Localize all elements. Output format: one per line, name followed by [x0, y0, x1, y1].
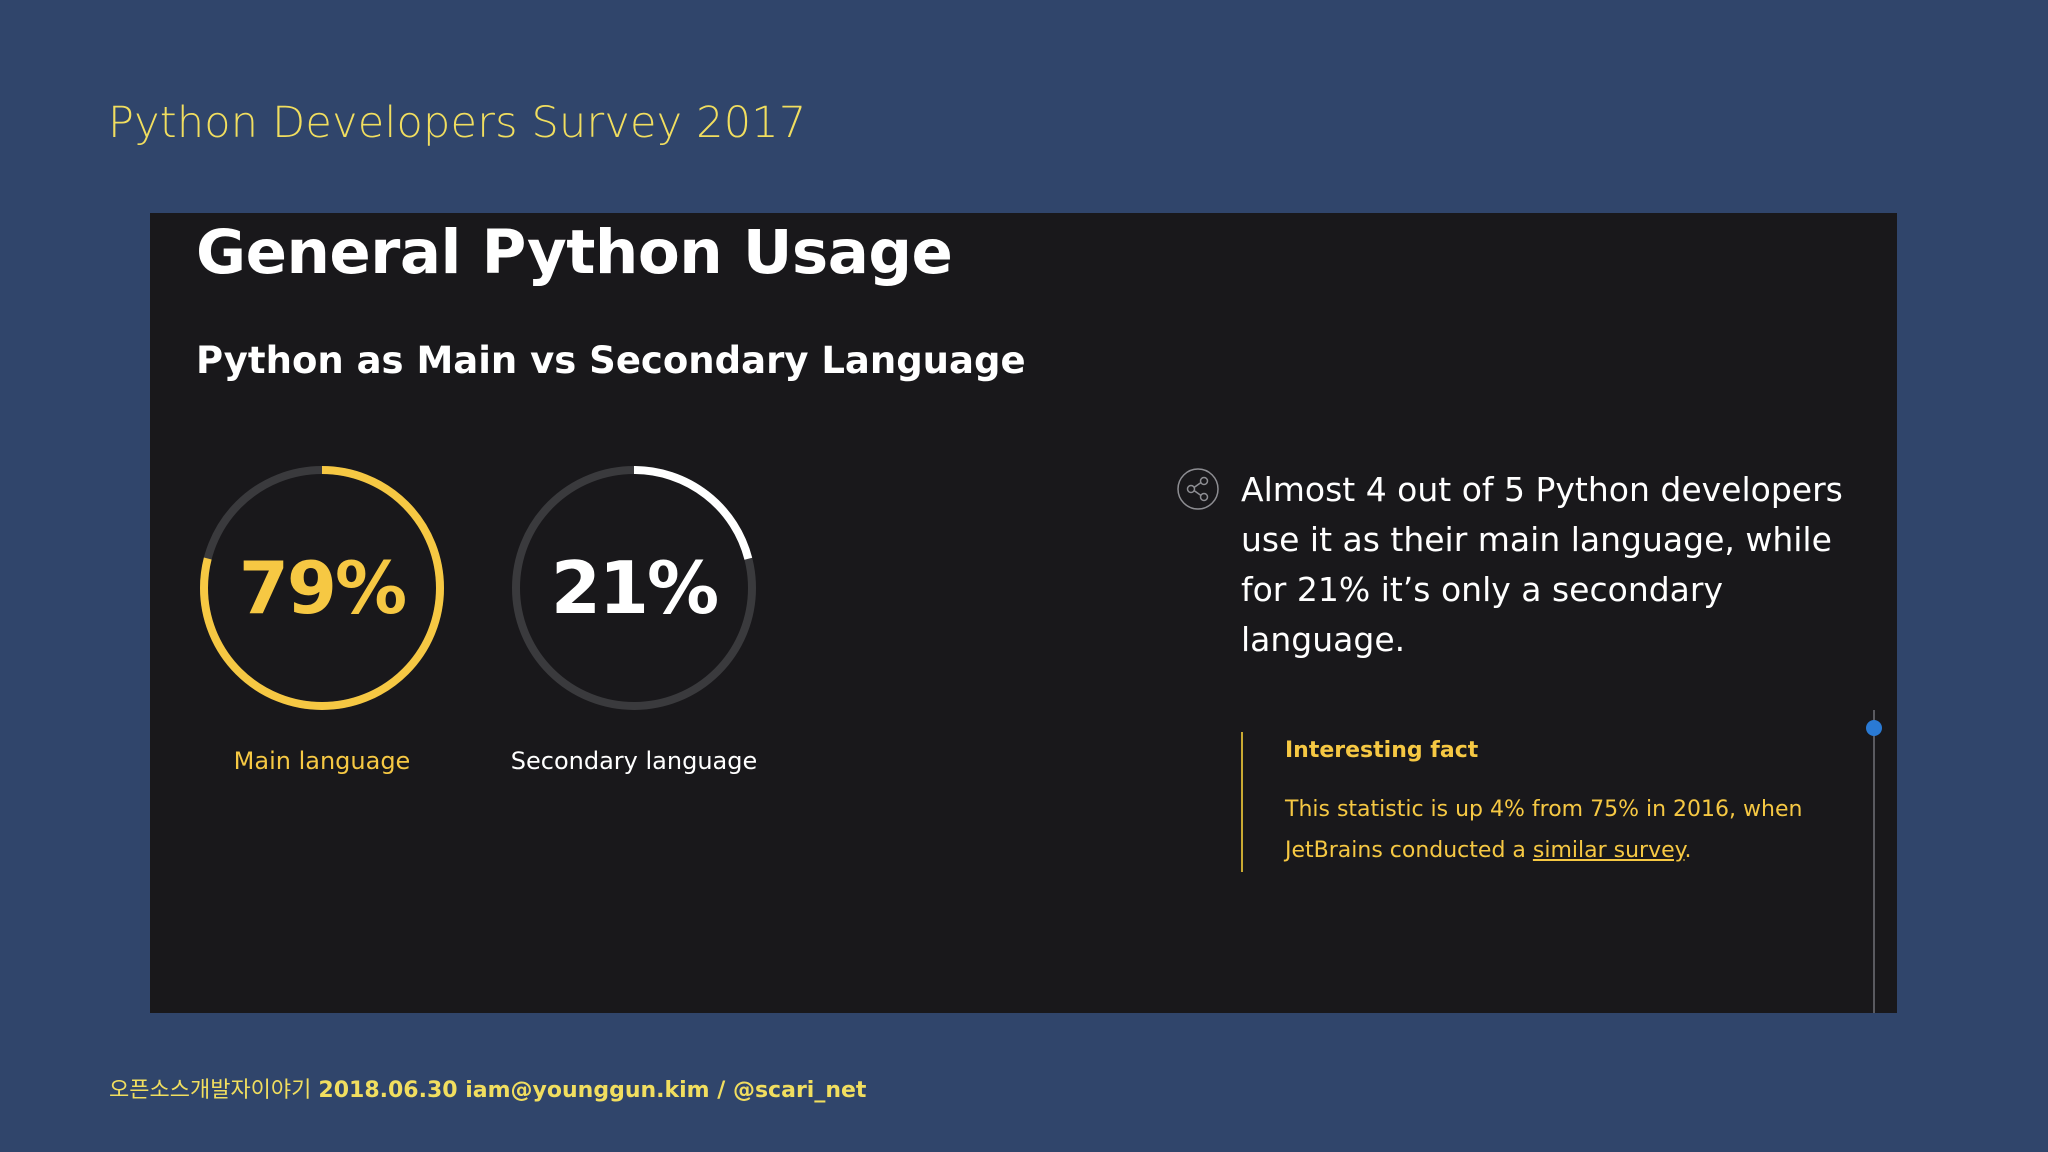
similar-survey-link[interactable]: similar survey — [1532, 838, 1685, 863]
share-icon[interactable] — [1176, 467, 1220, 511]
secondary-language-donut-arc — [512, 466, 756, 710]
slide-footer: 오픈소스개발자이야기 2018.06.30 iam@younggun.kim /… — [109, 1072, 866, 1104]
main-language-donut: 79% — [196, 462, 448, 714]
main-language-label: Main language — [233, 747, 411, 775]
interesting-fact-text: This statistic is up 4% from 75% in 2016… — [1285, 789, 1845, 871]
slide-title: Python Developers Survey 2017 — [108, 98, 807, 148]
panel-subheading: Python as Main vs Secondary Language — [196, 339, 1026, 382]
secondary-language-donut-chart — [512, 466, 756, 710]
secondary-language-donut: 21% — [508, 462, 760, 714]
interesting-fact-text-body: This statistic is up 4% from 75% in 2016… — [1285, 797, 1803, 863]
footer-details: 2018.06.30 iam@younggun.kim / @scari_net — [318, 1078, 867, 1103]
interesting-fact-text-end: . — [1684, 838, 1692, 863]
secondary-language-value: 21% — [550, 546, 719, 630]
scroll-track[interactable] — [1873, 710, 1875, 1013]
scroll-thumb[interactable] — [1866, 720, 1882, 736]
main-language-donut-chart — [200, 466, 444, 710]
interesting-fact-box: Interesting fact This statistic is up 4%… — [1241, 732, 1843, 872]
survey-panel: General Python Usage Python as Main vs S… — [150, 213, 1897, 1013]
main-language-donut-arc — [200, 466, 444, 710]
interesting-fact-title: Interesting fact — [1285, 738, 1479, 763]
secondary-language-label: Secondary language — [510, 747, 758, 775]
panel-heading: General Python Usage — [196, 217, 953, 288]
main-language-value: 79% — [238, 546, 407, 630]
headline-statement: Almost 4 out of 5 Python developers use … — [1241, 470, 1843, 659]
footer-event-name: 오픈소스개발자이야기 — [109, 1078, 312, 1103]
